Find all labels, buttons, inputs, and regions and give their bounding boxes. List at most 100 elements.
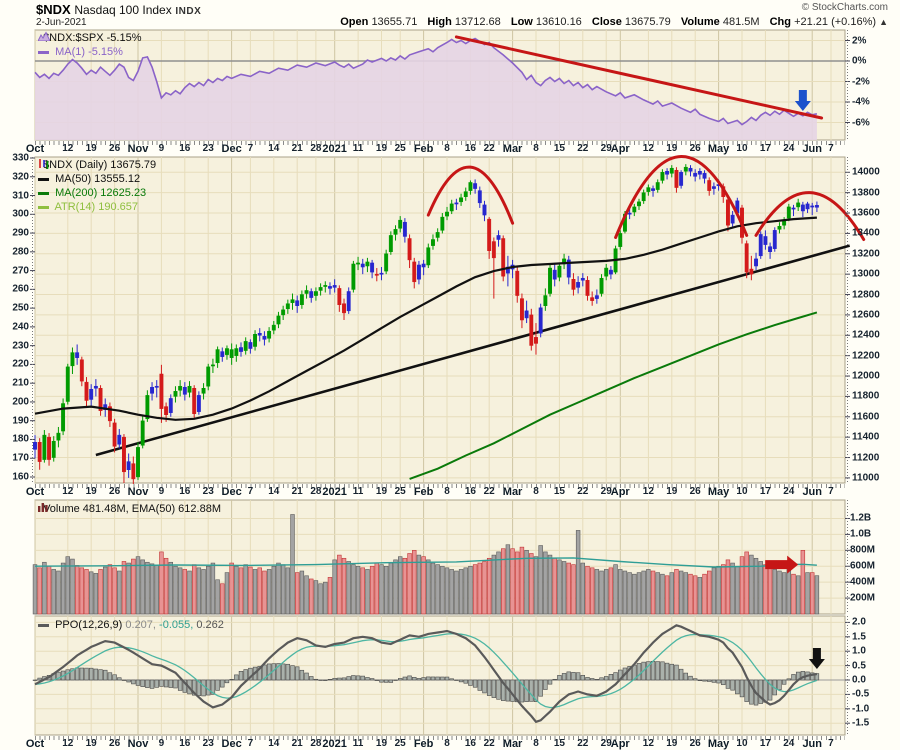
ppo-label: PPO(12,26,9) — [55, 619, 123, 631]
x-axis-label: 25 — [394, 143, 406, 154]
volume-label: Volume — [680, 16, 720, 28]
axis-tick-label: 13600 — [852, 207, 880, 219]
axis-tick-label: 1.0B — [850, 528, 872, 540]
x-axis-label: 21 — [291, 486, 303, 497]
declining-trendline — [454, 35, 824, 120]
high-value: 13712.68 — [454, 16, 501, 28]
x-axis-label: Apr — [610, 486, 630, 498]
x-axis-label: 12 — [62, 738, 74, 749]
x-axis-label: 28 — [310, 486, 322, 497]
x-axis-label: 22 — [577, 738, 589, 749]
y-tick-strip — [847, 616, 848, 735]
axis-tick-label: 13800 — [852, 187, 880, 199]
ticker-line: $NDX Nasdaq 100 Index INDX — [36, 2, 201, 17]
atr-axis-tick-label: 200 — [12, 396, 29, 408]
x-axis-label: 17 — [759, 143, 771, 154]
ratio-series-label: $NDX:$SPX -5.15% — [43, 32, 142, 44]
ma1-label: MA(1) -5.15% — [55, 46, 123, 58]
x-axis-label: 12 — [62, 486, 74, 497]
ticker-exchange: INDX — [175, 6, 202, 17]
ppo-signal-line — [34, 633, 818, 709]
x-axis-label: 29 — [600, 486, 612, 497]
x-axis-label: 14 — [268, 143, 280, 154]
x-axis-label: 26 — [689, 143, 701, 154]
axis-tick-label: 11000 — [852, 472, 880, 484]
axis-tick-label: -2% — [852, 76, 870, 87]
axis-tick-label: -0.5 — [852, 688, 870, 700]
x-axis-label: 22 — [577, 143, 589, 154]
atr-axis-tick-label: 320 — [12, 171, 29, 183]
x-axis-label: Dec — [221, 143, 242, 155]
atr-axis-tick-label: 160 — [12, 471, 29, 483]
atr-axis-tick-label: 170 — [12, 452, 29, 464]
x-axis-label: Mar — [502, 143, 523, 155]
x-axis-label: 19 — [375, 143, 388, 154]
x-axis-label: 15 — [553, 738, 565, 749]
axis-tick-label: 11800 — [852, 390, 880, 402]
axis-tick-label: 600M — [850, 560, 876, 572]
x-axis-label: 25 — [394, 486, 406, 497]
y-tick-strip — [847, 157, 848, 483]
x-axis-label: 14 — [268, 486, 280, 497]
x-axis-label: 10 — [736, 143, 748, 154]
x-axis-label: Jun — [802, 143, 822, 155]
x-axis-label: Dec — [221, 486, 242, 498]
atr-axis-tick-label: 240 — [12, 321, 29, 333]
x-axis-label: 2021 — [322, 738, 347, 750]
ma200-line — [409, 311, 818, 480]
x-axis-label: 29 — [600, 143, 612, 154]
axis-tick-label: 12200 — [852, 350, 880, 362]
x-axis-label: 10 — [736, 486, 748, 497]
axis-tick-label: -4% — [852, 96, 870, 108]
atr-axis-tick-label: 210 — [12, 377, 29, 389]
atr-label: ATR(14) 190.657 — [54, 201, 139, 213]
x-axis-label: 22 — [577, 486, 589, 497]
axis-tick-label: 13400 — [852, 227, 880, 239]
volume-value: 481.5M — [722, 16, 760, 28]
axis-tick-label: 800M — [850, 544, 876, 556]
x-axis-label: 8 — [444, 486, 450, 497]
x-axis-label: Oct — [25, 738, 45, 750]
x-axis-label: Feb — [413, 143, 434, 155]
x-axis-label: 19 — [85, 486, 97, 497]
x-axis-label: 7 — [828, 143, 834, 154]
axis-tick-label: 0% — [852, 55, 867, 67]
change-up-icon: ▲ — [879, 17, 888, 27]
ticker-name: Nasdaq 100 Index — [74, 3, 172, 17]
x-axis-label: 28 — [310, 143, 322, 154]
axis-tick-label: 2% — [852, 35, 867, 46]
x-axis-label: 26 — [109, 738, 121, 749]
x-axis-label: 19 — [375, 486, 388, 497]
axis-tick-label: 11600 — [852, 411, 880, 423]
x-axis-label: May — [707, 486, 730, 498]
chart-date: 2-Jun-2021 — [36, 17, 87, 28]
x-axis-label: Feb — [413, 486, 434, 498]
change-value: +21.21 (+0.16%) — [794, 16, 877, 28]
ma200-label: MA(200) 12625.23 — [55, 187, 147, 199]
close-value: 13675.79 — [624, 16, 671, 28]
ma50-label: MA(50) 13555.12 — [55, 173, 141, 185]
x-axis-label: 19 — [666, 486, 678, 497]
x-axis-label: 24 — [783, 143, 795, 154]
axis-tick-label: 0.5 — [852, 660, 866, 672]
x-axis-label: Jun — [802, 738, 822, 750]
atr-axis-tick-label: 180 — [12, 433, 29, 445]
ppo-hist-value: 0.262 — [196, 619, 224, 631]
x-axis-label: 16 — [179, 738, 191, 749]
x-axis-label: Oct — [25, 486, 45, 498]
x-axis-label: 8 — [533, 738, 539, 749]
x-axis-row: Oct 12 19 26 Nov 9 16 23 Dec 7 14 21 28 2021 11 19 25 Feb… — [0, 484, 900, 499]
x-axis-label: May — [707, 738, 730, 750]
x-axis-label: 2021 — [322, 486, 347, 498]
volume-series-label: Volume 481.48M, EMA(50) 612.88M — [43, 503, 221, 515]
x-axis-label: 23 — [202, 143, 214, 154]
red-right-arrow — [765, 555, 799, 574]
axis-tick-label: 0.0 — [852, 674, 866, 686]
x-axis-label: May — [707, 143, 730, 155]
x-axis-label: 12 — [62, 143, 74, 154]
x-axis-label: 21 — [291, 143, 303, 154]
x-axis-label: 8 — [444, 738, 450, 749]
x-axis-label: 11 — [352, 143, 364, 154]
x-axis-label: 24 — [783, 486, 795, 497]
